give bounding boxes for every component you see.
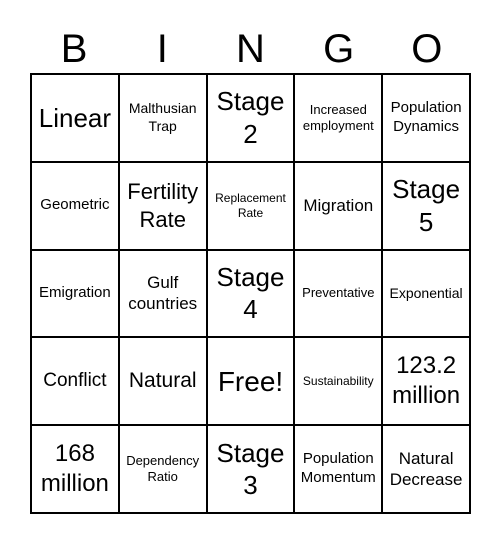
bingo-cell[interactable]: Fertility Rate xyxy=(118,161,207,250)
cell-text: Increased employment xyxy=(302,101,374,133)
cell-text: Exponential xyxy=(389,284,463,301)
cell-text: Geometric xyxy=(40,196,110,214)
cell-text: Population Dynamics xyxy=(390,99,462,135)
bingo-cell[interactable]: Emigration xyxy=(31,249,119,338)
cell-text: Dependency Ratio xyxy=(126,452,200,485)
cell-text: Replacement Rate xyxy=(215,190,286,220)
bingo-cell[interactable]: Dependency Ratio xyxy=(118,425,207,513)
cell-text: Natural xyxy=(128,369,197,393)
cell-text: Gulf countries xyxy=(128,273,198,314)
cell-text: Emigration xyxy=(39,284,111,302)
bingo-cell[interactable]: Sustainability xyxy=(294,337,383,426)
bingo-cell[interactable]: Population Dynamics xyxy=(382,74,470,162)
cell-text: Stage 5 xyxy=(392,174,461,237)
cell-text: Stage 2 xyxy=(216,86,285,149)
header-letter: I xyxy=(156,27,168,71)
bingo-cell[interactable]: Stage 2 xyxy=(206,74,295,162)
cell-text: Linear xyxy=(38,102,112,133)
header-letter: N xyxy=(236,27,265,71)
cell-text: Stage 4 xyxy=(216,261,285,325)
cell-text: Fertility Rate xyxy=(127,179,199,232)
bingo-cell[interactable]: Stage 5 xyxy=(382,161,470,250)
cell-text: Preventative xyxy=(302,285,375,301)
header-letter: B xyxy=(60,27,88,71)
cell-text: Migration xyxy=(303,196,374,216)
cell-text: Natural Decrease xyxy=(389,448,463,490)
bingo-cell[interactable]: Natural Decrease xyxy=(382,425,470,513)
bingo-cell[interactable]: Geometric xyxy=(31,161,119,250)
bingo-cell[interactable]: Population Momentum xyxy=(294,425,383,513)
bingo-cell[interactable]: Exponential xyxy=(382,249,470,338)
cell-text: 168 million xyxy=(40,440,109,498)
bingo-cell[interactable]: Replacement Rate xyxy=(206,161,295,250)
cell-text: Free! xyxy=(217,365,284,397)
bingo-cell[interactable]: Stage 3 xyxy=(206,425,295,513)
bingo-cell[interactable]: Increased employment xyxy=(294,74,383,162)
bingo-grid: Linear Malthusian Trap Stage 2 Increased em… xyxy=(30,73,471,514)
header-letter: O xyxy=(411,27,443,71)
header-letter: G xyxy=(323,27,355,71)
bingo-cell[interactable]: Natural xyxy=(118,337,207,426)
cell-text: Stage 3 xyxy=(216,437,285,501)
bingo-cell[interactable]: 123.2 million xyxy=(382,337,470,426)
bingo-cell[interactable]: Migration xyxy=(294,161,383,250)
cell-text: Conflict xyxy=(43,370,107,392)
bingo-cell[interactable]: Linear xyxy=(31,74,119,162)
bingo-cell[interactable]: Free! xyxy=(206,337,295,426)
bingo-cell[interactable]: Conflict xyxy=(31,337,119,426)
bingo-cell[interactable]: Preventative xyxy=(294,249,383,338)
cell-text: Malthusian Trap xyxy=(128,100,197,134)
bingo-cell[interactable]: Gulf countries xyxy=(118,249,207,338)
bingo-cell[interactable]: Stage 4 xyxy=(206,249,295,338)
cell-text: Population Momentum xyxy=(300,450,376,487)
bingo-cell[interactable]: Malthusian Trap xyxy=(118,74,207,162)
cell-text: 123.2 million xyxy=(392,352,461,410)
cell-text: Sustainability xyxy=(302,373,374,388)
bingo-cell[interactable]: 168 million xyxy=(31,425,119,513)
